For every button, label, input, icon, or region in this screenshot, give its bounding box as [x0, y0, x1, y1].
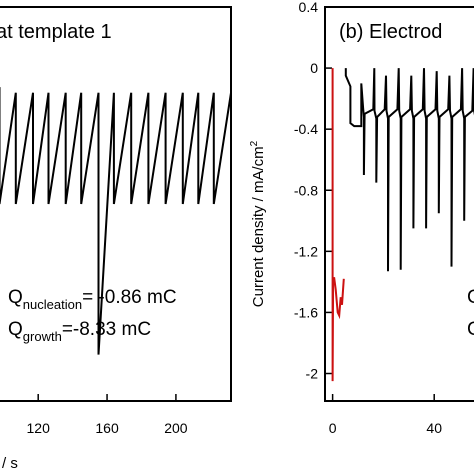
- panel-b-y-label: Current density / mA/cm2: [249, 140, 267, 307]
- q-growth-base: Q: [8, 319, 23, 340]
- panel-b-edge-text-1: C: [467, 287, 474, 308]
- panel-b-x-tick-label: 0: [329, 420, 337, 436]
- q-nucleation-base: Q: [8, 287, 23, 308]
- q-nucleation-value: = -0.86 mC: [82, 287, 177, 308]
- panel-a-x-label: / s: [2, 455, 18, 472]
- panel-b-y-tick-label: -1.2: [294, 243, 318, 259]
- panel-b-series: [331, 68, 474, 382]
- q-growth-label: Qgrowth=-8.33 mC: [8, 319, 151, 344]
- panel-b-y-tick-label: -2: [306, 366, 319, 382]
- panel-a-x-tick-label: 160: [95, 420, 119, 436]
- panel-b-frame: [324, 6, 474, 402]
- q-nucleation-subscript: nucleation: [23, 297, 82, 312]
- panel-b-edge-text-2: C: [467, 319, 474, 340]
- panel-b-x-tick-label: 40: [426, 420, 442, 436]
- q-growth-subscript: growth: [23, 329, 62, 344]
- panel-b-y-label-text: Current density / mA/cm: [250, 146, 267, 307]
- panel-b-red-series-line: [331, 68, 345, 382]
- panel-a-series-line: [0, 87, 232, 355]
- panel-b-y-label-superscript: 2: [249, 140, 260, 146]
- panel-a: at template 1 120 160 200 Qnucleation= -0.…: [0, 6, 232, 472]
- panel-b-x-ticks: 0 40: [329, 394, 442, 436]
- panel-b-y-ticks: 0.4 0 -0.4 -0.8 -1.2 -1.6 -2: [294, 0, 332, 382]
- q-growth-value: =-8.33 mC: [62, 319, 151, 340]
- q-nucleation-label: Qnucleation= -0.86 mC: [8, 287, 177, 312]
- panel-b-y-tick-label: -1.6: [294, 304, 318, 320]
- panel-b-black-series-line: [344, 68, 474, 272]
- panel-a-x-tick-label: 200: [164, 420, 188, 436]
- panel-a-frame: [0, 6, 232, 402]
- panel-b: (b) Electrod 0.40-0.4-0.8-1.2-1.6-2 0 40 …: [249, 0, 474, 436]
- panel-a-title: at template 1: [0, 21, 112, 43]
- panel-b-y-tick-label: 0.4: [299, 0, 319, 15]
- panel-a-x-tick-label: 120: [27, 420, 51, 436]
- panel-b-y-tick-label: 0: [310, 60, 318, 76]
- panel-a-series: [0, 87, 232, 355]
- panel-b-y-tick-label: -0.8: [294, 182, 318, 198]
- panel-a-x-ticks: 120 160 200: [27, 394, 188, 436]
- panel-b-y-tick-label: -0.4: [294, 121, 318, 137]
- panel-b-title: (b) Electrod: [339, 21, 442, 43]
